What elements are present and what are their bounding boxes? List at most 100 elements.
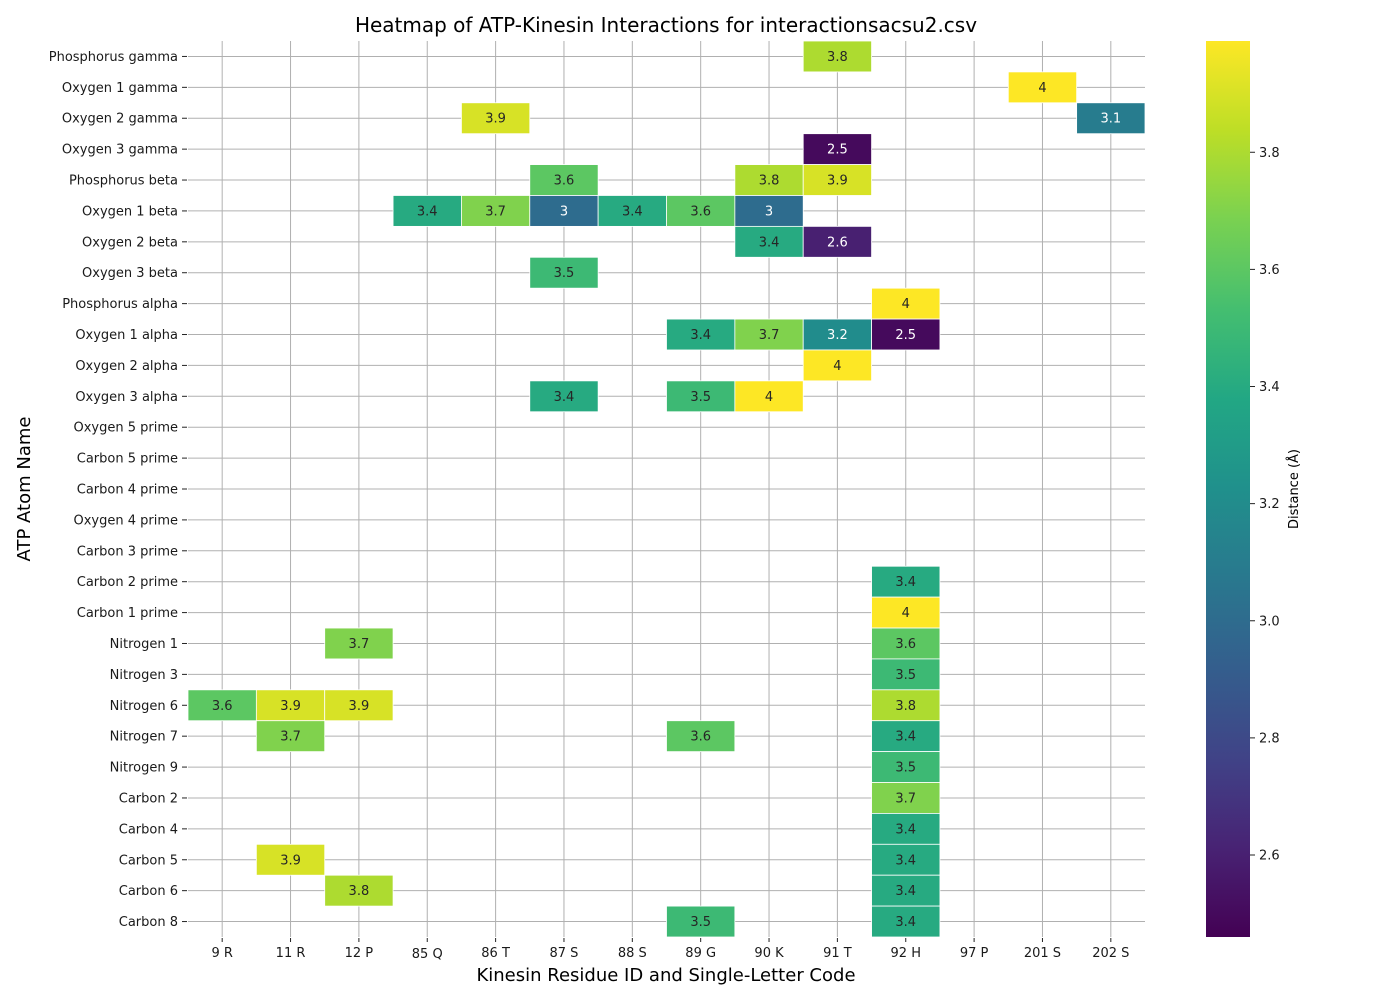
cell-value-label: 3.8 <box>759 174 780 189</box>
cell-value-label: 3.4 <box>895 730 916 745</box>
cell-value-label: 3 <box>560 204 568 219</box>
y-tick-label: Carbon 5 prime <box>77 452 178 467</box>
cell-value-label: 3.4 <box>690 328 711 343</box>
colorbar: 2.6 2.8 3.0 3.2 3.4 3.6 3.8 <box>1206 41 1280 937</box>
cell-value-label: 3.4 <box>759 235 780 250</box>
heatmap-cell <box>392 195 462 227</box>
cell-value-label: 3.5 <box>690 390 711 405</box>
cell-value-label: 4 <box>1038 81 1046 96</box>
heatmap-cell <box>734 318 804 351</box>
heatmap-cell <box>324 627 394 660</box>
y-tick-label: Oxygen 2 alpha <box>75 359 178 374</box>
cell-value-label: 3.9 <box>485 112 506 127</box>
heatmap-cell <box>1007 71 1078 104</box>
heatmap-cell <box>324 874 394 907</box>
y-tick-label: Carbon 2 prime <box>77 575 178 590</box>
cell-value-label: 2.5 <box>827 143 848 158</box>
cell-value-label: 3.8 <box>827 50 848 65</box>
heatmap-cell <box>529 195 599 227</box>
cell-value-label: 2.5 <box>895 328 916 343</box>
heatmap-cell <box>802 40 872 73</box>
colorbar-tick-label: 3.4 <box>1259 380 1280 395</box>
y-tick-label: Carbon 8 <box>119 915 178 930</box>
y-tick-label: Oxygen 1 alpha <box>75 328 178 343</box>
x-tick-label: 9 R <box>211 946 232 961</box>
y-tick-label: Oxygen 1 beta <box>82 204 178 219</box>
heatmap-cell <box>666 905 736 938</box>
cell-value-label: 3.5 <box>895 668 916 683</box>
cell-value-label: 3.5 <box>690 915 711 930</box>
x-tick-label: 87 S <box>549 946 578 961</box>
cell-value-label: 3.7 <box>280 730 301 745</box>
cell-value-label: 3.8 <box>895 699 916 714</box>
x-tick-label: 86 T <box>481 946 510 961</box>
cell-value-label: 2.6 <box>827 235 848 250</box>
y-tick-label: Oxygen 3 gamma <box>62 143 178 158</box>
heatmap-cell <box>871 658 941 691</box>
colorbar-tick-label: 3.6 <box>1259 263 1280 278</box>
y-tick-label: Nitrogen 1 <box>110 637 178 652</box>
y-tick-label: Carbon 1 prime <box>77 606 178 621</box>
chart-title: Heatmap of ATP-Kinesin Interactions for … <box>355 13 977 37</box>
heatmap-cell <box>324 689 394 722</box>
heatmap-cell <box>871 689 941 722</box>
y-tick-label: Carbon 4 <box>119 822 178 837</box>
y-tick-label: Carbon 6 <box>119 884 178 899</box>
cell-value-label: 3.6 <box>895 637 916 652</box>
y-tick-label: Oxygen 5 prime <box>73 421 178 436</box>
x-tick-label: 85 Q <box>412 947 443 962</box>
y-axis-ticks: Phosphorus gamma Oxygen 1 gamma Oxygen 2 g… <box>49 50 187 930</box>
heatmap-cell <box>666 380 736 413</box>
heatmap-cell <box>734 195 804 227</box>
x-tick-label: 92 H <box>891 946 921 961</box>
y-tick-label: Carbon 2 <box>119 791 178 806</box>
cell-value-label: 3.6 <box>690 730 711 745</box>
heatmap-cell <box>871 905 941 938</box>
heatmap-cell <box>871 596 941 629</box>
heatmap-cell <box>871 287 941 320</box>
y-tick-label: Nitrogen 9 <box>110 761 178 776</box>
heatmap-cell <box>871 782 941 814</box>
x-tick-label: 201 S <box>1024 946 1061 961</box>
y-tick-label: Carbon 4 prime <box>77 483 178 498</box>
heatmap-cell <box>734 380 804 413</box>
cell-value-label: 4 <box>902 297 910 312</box>
cell-value-label: 3.4 <box>895 575 916 590</box>
heatmap-cell <box>871 751 941 783</box>
cell-value-label: 3.4 <box>895 822 916 837</box>
heatmap-cell <box>461 102 531 135</box>
heatmap-cell <box>597 195 667 227</box>
y-tick-label: Phosphorus alpha <box>62 297 178 312</box>
x-tick-label: 88 S <box>618 946 647 961</box>
y-tick-label: Oxygen 3 beta <box>82 266 178 281</box>
cell-value-label: 3.6 <box>554 174 575 189</box>
y-tick-label: Oxygen 4 prime <box>73 513 178 528</box>
cell-value-label: 3.1 <box>1100 112 1121 127</box>
x-axis-label: Kinesin Residue ID and Single-Letter Cod… <box>476 965 855 986</box>
x-tick-label: 91 T <box>823 946 852 961</box>
x-tick-label: 12 P <box>345 946 374 961</box>
colorbar-tick-label: 3.8 <box>1259 146 1280 161</box>
y-tick-label: Carbon 5 <box>119 853 178 868</box>
heatmap-cell <box>529 380 599 413</box>
heatmap-cell <box>734 225 804 258</box>
cell-value-label: 3.7 <box>485 204 506 219</box>
x-tick-label: 90 K <box>754 946 784 961</box>
cell-value-label: 3.7 <box>895 791 916 806</box>
y-tick-label: Nitrogen 6 <box>110 699 178 714</box>
colorbar-tick-label: 2.6 <box>1259 849 1280 864</box>
heatmap-cell <box>871 843 941 876</box>
y-tick-label: Oxygen 1 gamma <box>62 81 178 96</box>
cell-value-labels: 3.8 4 3.9 3.1 2.5 3.6 3.8 3.9 3.4 3.7 3 3.4 3.6 3 3.4 2… <box>212 50 1121 930</box>
heatmap-cell <box>871 874 941 907</box>
cell-value-label: 3.6 <box>212 699 233 714</box>
heatmap-cell <box>666 318 736 351</box>
cell-value-label: 3.6 <box>690 204 711 219</box>
cell-value-label: 4 <box>765 390 773 405</box>
colorbar-tick-label: 2.8 <box>1259 731 1280 746</box>
heatmap-cell <box>802 164 872 196</box>
colorbar-tick-label: 3.0 <box>1259 614 1280 629</box>
heatmap-cell <box>871 720 941 753</box>
